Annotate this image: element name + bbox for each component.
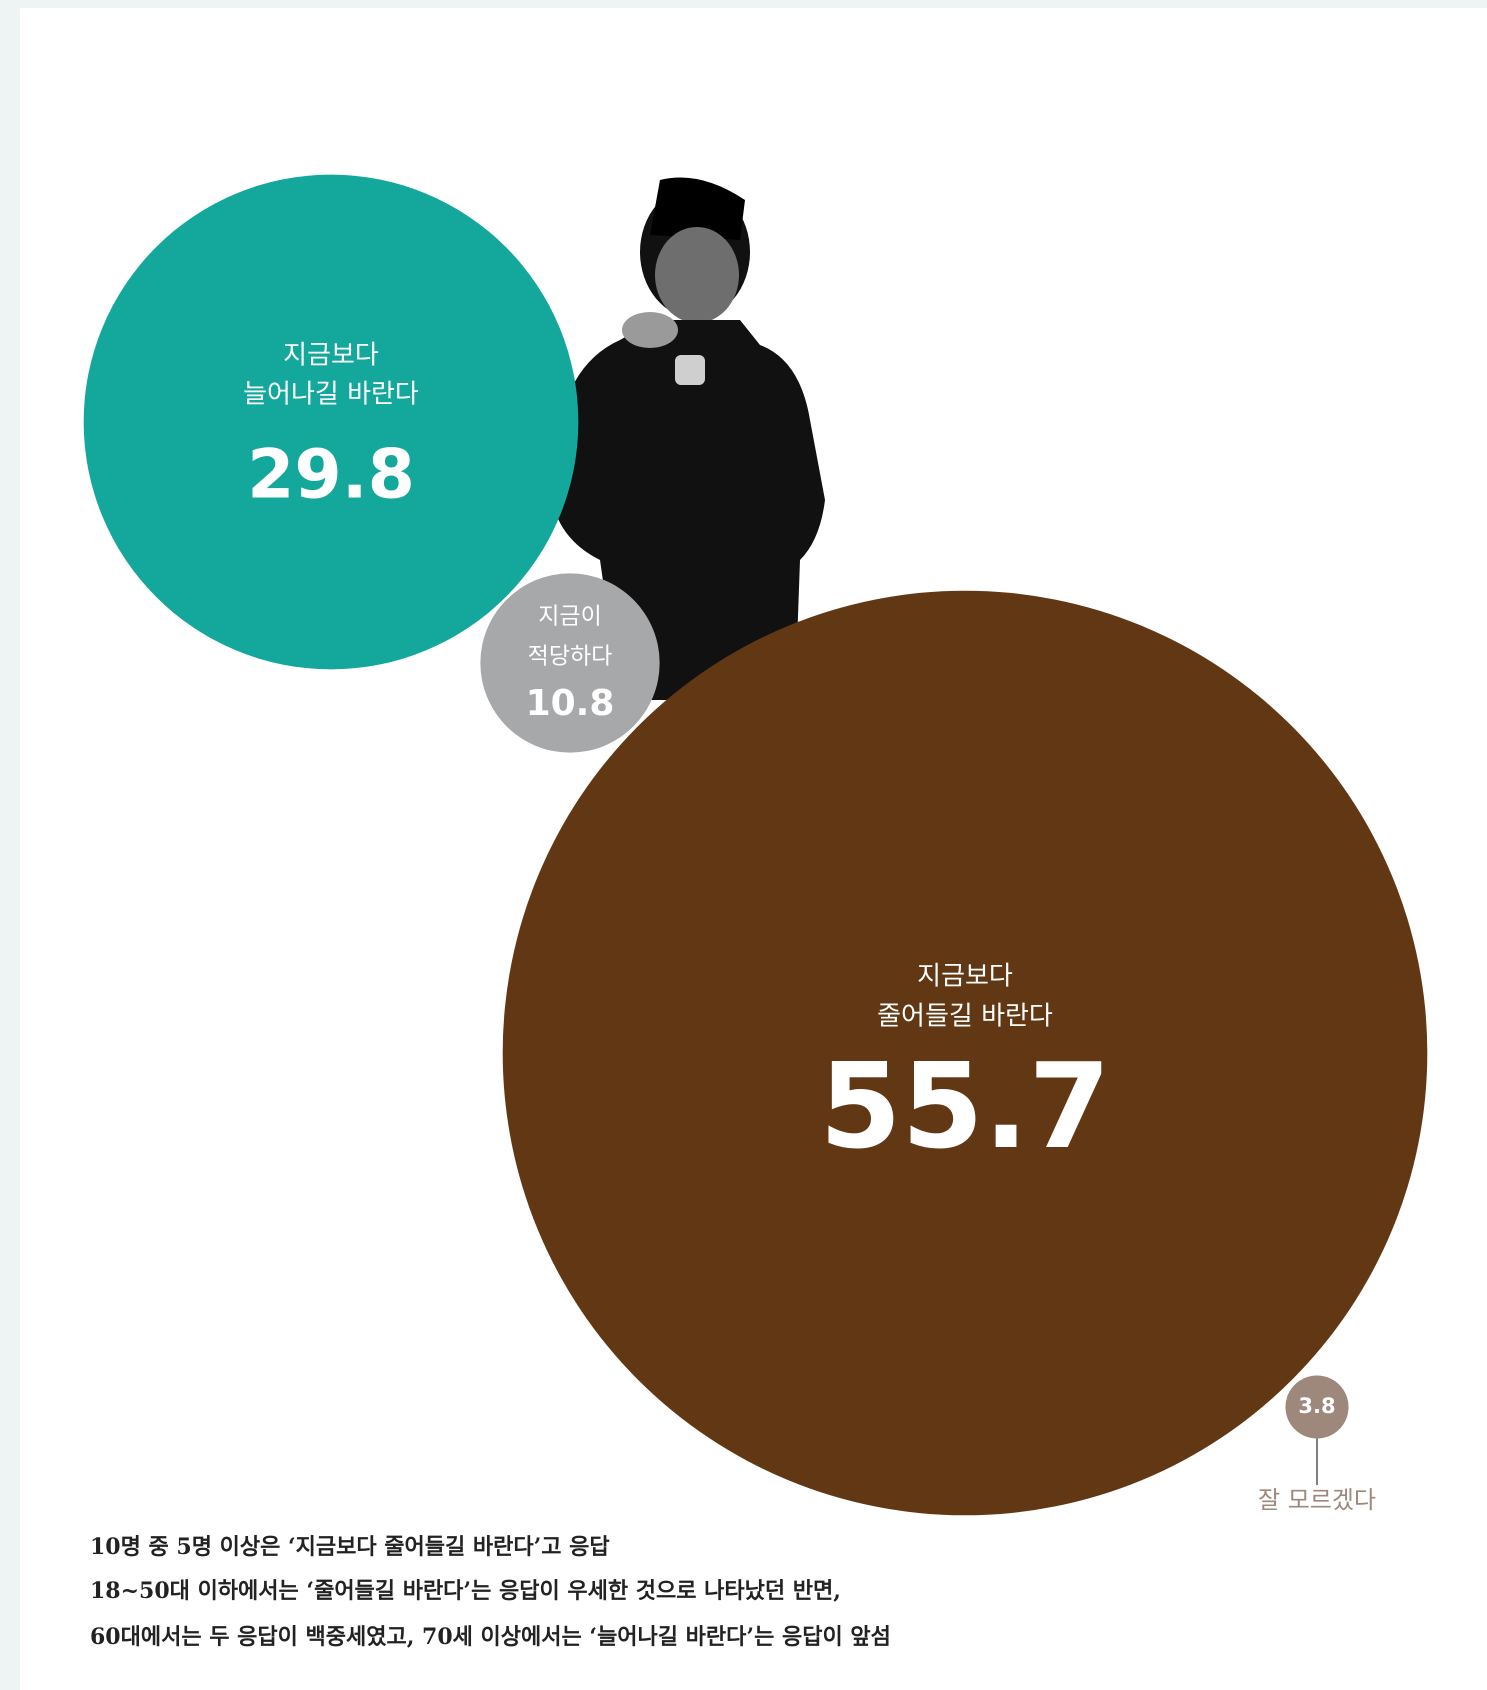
value-label: 29.8 — [247, 436, 415, 515]
value-label: 55.7 — [819, 1037, 1110, 1175]
bubble — [480, 573, 660, 753]
bubble — [83, 174, 579, 670]
note: 10명 중 5명 이상은 ‘지금보다 줄어들길 바란다’고 응답 — [90, 1534, 610, 1560]
category-label: 지금보다 — [283, 341, 379, 371]
category-label: 지금이 — [538, 604, 601, 630]
category-label: 적당하다 — [528, 644, 613, 670]
category-label: 잘 모르겠다 — [1258, 1486, 1376, 1514]
value-label: 10.8 — [526, 683, 615, 724]
category-label: 늘어나길 바란다 — [243, 380, 419, 410]
category-label: 줄어들길 바란다 — [877, 1002, 1053, 1032]
bubble — [502, 590, 1428, 1516]
value-label: 3.8 — [1298, 1394, 1335, 1418]
note: 60대에서는 두 응답이 백중세였고, 70세 이상에서는 ‘늘어나길 바란다’… — [90, 1624, 891, 1650]
bubble — [1285, 1375, 1349, 1439]
category-label: 지금보다 — [917, 962, 1013, 992]
note: 18~50대 이하에서는 ‘줄어들길 바란다’는 응답이 우세한 것으로 나타났… — [90, 1578, 841, 1604]
